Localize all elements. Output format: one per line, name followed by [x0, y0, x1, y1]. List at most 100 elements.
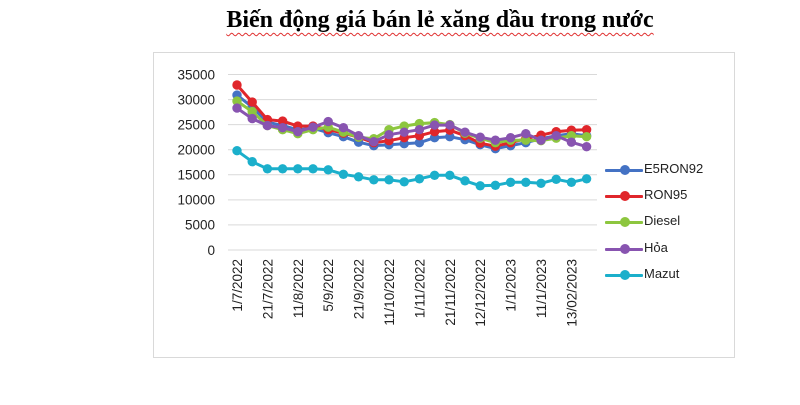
- data-point-marker: [581, 125, 592, 135]
- x-tick-label: 1/11/2022: [412, 259, 427, 318]
- data-point-marker: [429, 170, 440, 180]
- legend-line-marker-icon: [605, 191, 643, 201]
- data-point-marker: [414, 125, 425, 135]
- y-tick-label: 20000: [177, 143, 215, 158]
- data-point-marker: [475, 132, 485, 142]
- legend-line-marker-icon: [605, 244, 643, 254]
- data-point-marker: [338, 169, 349, 179]
- data-point-marker: [581, 132, 592, 142]
- data-point-marker: [399, 127, 409, 137]
- x-tick-label: 1/1/2023: [504, 259, 519, 312]
- data-point-marker: [308, 122, 318, 132]
- data-point-marker: [308, 164, 318, 174]
- data-point-marker: [536, 135, 546, 145]
- data-point-marker: [293, 127, 303, 137]
- data-point-marker: [460, 176, 470, 186]
- data-point-marker: [232, 146, 242, 156]
- data-point-marker: [551, 131, 561, 141]
- x-tick-label: 21/9/2022: [352, 259, 367, 319]
- data-point-marker: [384, 175, 394, 185]
- data-point-marker: [414, 138, 425, 148]
- data-point-marker: [581, 174, 592, 184]
- y-tick-label: 10000: [177, 193, 215, 208]
- data-point-marker: [323, 165, 333, 175]
- x-tick-label: 21/11/2022: [443, 259, 458, 326]
- data-point-marker: [353, 172, 364, 182]
- data-point-marker: [369, 137, 379, 147]
- data-point-marker: [445, 132, 455, 142]
- x-tick-label: 11/1/2023: [534, 259, 549, 318]
- chart-title-text: Biến động giá bán lẻ xăng dầu trong nước: [226, 7, 654, 33]
- y-tick-label: 35000: [177, 67, 215, 82]
- data-point-marker: [445, 120, 455, 130]
- data-point-marker: [232, 103, 242, 113]
- data-point-marker: [581, 142, 592, 152]
- legend-item-ron95: RON95: [604, 186, 724, 206]
- data-point-marker: [277, 116, 288, 126]
- data-point-marker: [338, 123, 349, 133]
- data-point-marker: [445, 170, 455, 180]
- y-tick-label: 15000: [177, 168, 215, 183]
- x-tick-label: 21/7/2022: [260, 259, 275, 319]
- legend-item-diesel: Diesel: [604, 212, 724, 232]
- data-point-marker: [536, 178, 546, 188]
- legend-label: E5RON92: [644, 161, 704, 176]
- legend-label: RON95: [644, 187, 688, 202]
- data-point-marker: [353, 131, 364, 141]
- legend-item-hoa: Hỏa: [604, 239, 724, 259]
- y-tick-label: 25000: [177, 117, 215, 132]
- data-point-marker: [566, 177, 577, 187]
- legend-label: Mazut: [644, 266, 680, 281]
- data-point-marker: [490, 180, 501, 190]
- data-point-marker: [551, 174, 561, 184]
- series-mazut: [232, 146, 592, 191]
- x-tick-label: 11/10/2022: [382, 259, 397, 326]
- data-point-marker: [262, 164, 273, 174]
- x-tick-label: 1/7/2022: [230, 259, 245, 312]
- data-point-marker: [399, 177, 409, 187]
- legend-line-marker-icon: [605, 270, 643, 280]
- y-tick-label: 0: [207, 243, 215, 258]
- data-point-marker: [460, 127, 470, 137]
- data-point-marker: [429, 120, 440, 130]
- data-point-marker: [323, 116, 333, 127]
- legend-item-e5ron92: E5RON92: [604, 160, 724, 180]
- legend-label: Hỏa: [644, 240, 668, 255]
- data-point-marker: [247, 97, 257, 107]
- data-point-marker: [505, 133, 516, 143]
- data-point-marker: [490, 135, 501, 145]
- data-point-marker: [505, 177, 516, 187]
- data-point-marker: [232, 80, 242, 90]
- data-point-marker: [247, 113, 257, 124]
- x-tick-label: 12/12/2022: [473, 259, 488, 327]
- data-point-marker: [521, 177, 531, 187]
- chart-title: Biến động giá bán lẻ xăng dầu trong nước: [0, 7, 800, 34]
- data-point-marker: [566, 137, 577, 147]
- x-tick-label: 11/8/2022: [291, 259, 306, 318]
- data-point-marker: [277, 123, 288, 133]
- series-hoa: [232, 103, 592, 152]
- x-tick-label: 5/9/2022: [321, 259, 336, 312]
- data-point-marker: [277, 164, 288, 174]
- data-point-marker: [566, 131, 577, 141]
- legend-item-mazut: Mazut: [604, 265, 724, 285]
- data-point-marker: [521, 135, 531, 145]
- data-point-marker: [369, 175, 379, 185]
- legend-label: Diesel: [644, 213, 681, 228]
- data-point-marker: [414, 174, 425, 184]
- data-point-marker: [429, 127, 440, 137]
- data-point-marker: [247, 157, 257, 167]
- data-point-marker: [262, 120, 273, 131]
- data-point-marker: [247, 106, 257, 117]
- legend-line-marker-icon: [605, 165, 643, 175]
- data-point-marker: [384, 130, 394, 140]
- data-point-marker: [232, 96, 242, 106]
- y-tick-label: 5000: [185, 218, 215, 233]
- data-point-marker: [521, 129, 531, 139]
- legend-line-marker-icon: [605, 217, 643, 227]
- series-line: [235, 149, 589, 188]
- y-tick-label: 30000: [177, 92, 215, 107]
- data-point-marker: [293, 164, 303, 174]
- data-point-marker: [475, 181, 485, 191]
